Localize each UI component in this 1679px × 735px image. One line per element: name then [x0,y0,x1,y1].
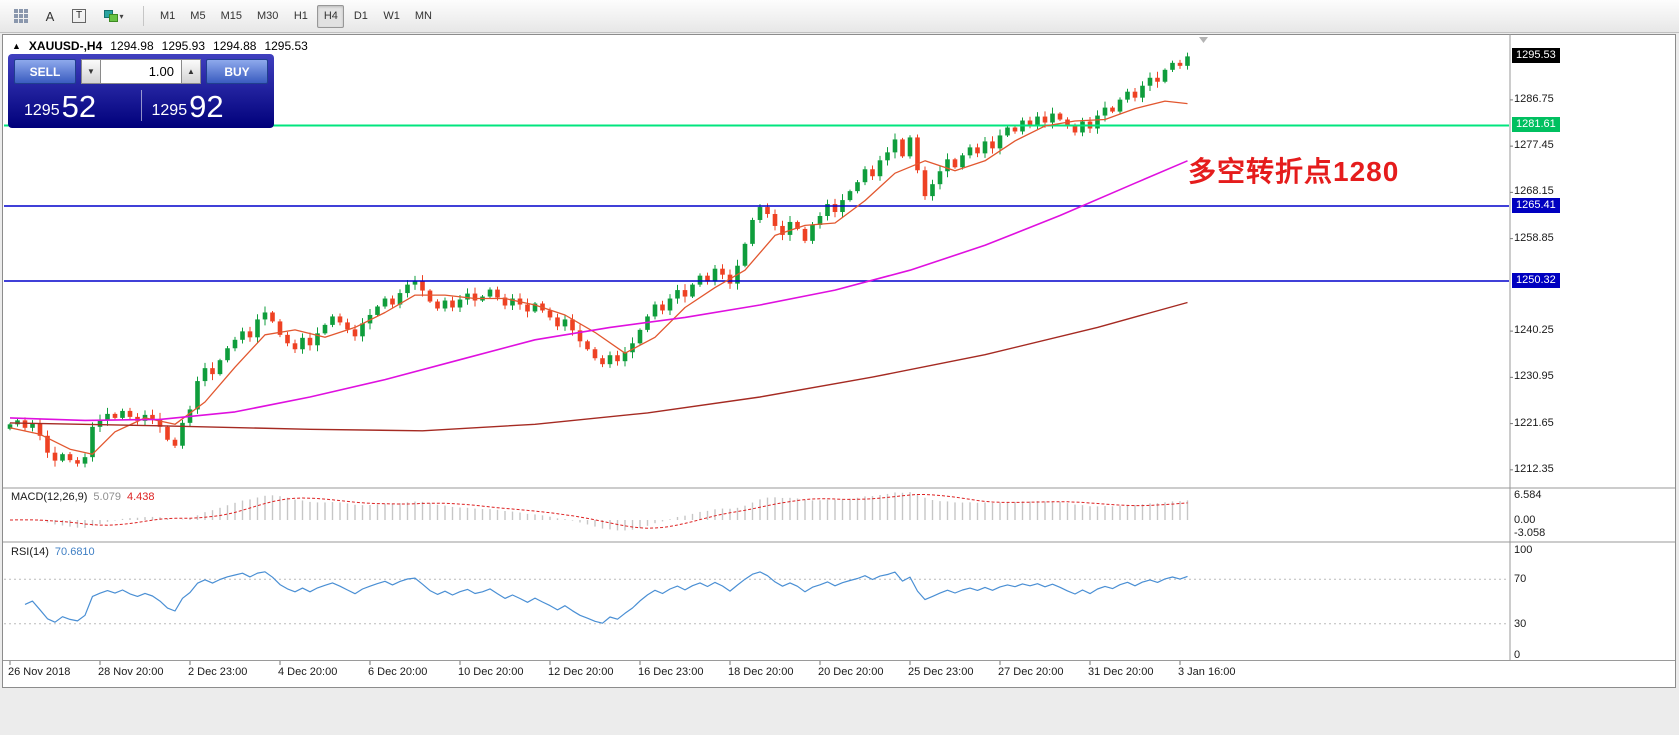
indicators-icon[interactable]: ▾ [95,4,133,28]
price-scale-label: 1277.45 [1514,139,1554,152]
time-axis-label: 2 Dec 23:00 [188,666,248,678]
rsi-levels [4,578,1509,625]
open-value: 1294.98 [110,39,154,53]
symbol-label: XAUUSD-,H4 [28,39,103,53]
macd-label: MACD(12,26,9) 5.079 4.438 [11,491,154,503]
timeframe-mn[interactable]: MN [409,5,438,28]
timeframe-h1[interactable]: H1 [287,5,314,28]
timeframe-h4[interactable]: H4 [317,4,345,28]
macd-scale-label: 0.00 [1514,514,1536,526]
sell-price-small: 1295 [24,102,60,119]
buy-button[interactable]: BUY [206,59,268,84]
high-value: 1295.93 [161,39,206,53]
timeframe-w1[interactable]: W1 [377,5,406,28]
rsi-scale-label: 70 [1514,573,1527,586]
buy-price-small: 1295 [151,102,188,119]
arrow-tool-label: A [45,8,55,24]
time-axis-label: 12 Dec 20:00 [548,666,614,678]
sell-price-big: 52 [61,89,97,125]
timeframe-d1[interactable]: D1 [347,5,374,28]
toolbar-separator [143,6,144,26]
close-value: 1295.53 [264,39,308,53]
ma-mid-line [9,160,1188,422]
macd-histogram [16,492,1189,531]
time-ticks [9,661,1181,665]
trade-controls-row: SELL ▼ 1.00 ▲ BUY [14,59,268,84]
ma-fast-line [9,100,1188,455]
time-axis-label: 3 Jan 16:00 [1178,666,1236,678]
arrow-tool-icon[interactable]: A [37,4,63,28]
volume-up-button[interactable]: ▲ [181,59,201,84]
timeframe-m15[interactable]: M15 [215,5,248,28]
macd-scale-label: -3.058 [1514,527,1546,540]
candles-layer [7,52,1190,468]
time-axis-label: 20 Dec 20:00 [818,666,884,678]
sell-price[interactable]: 1295 52 [14,88,141,123]
tick-grid-icon[interactable] [8,4,34,28]
time-axis-label: 28 Nov 20:00 [98,666,164,678]
low-value: 1294.88 [213,39,257,53]
price-scale-label: 1230.95 [1514,370,1554,383]
rsi-scale-label: 30 [1514,617,1527,630]
scale-ticks [1510,99,1513,471]
price-badge: 1250.32 [1512,273,1560,289]
macd-scale-label: 6.584 [1514,489,1542,501]
price-scale-label: 1286.75 [1514,92,1554,105]
buy-price-big: 92 [189,89,224,125]
price-scale-label: 1258.85 [1514,231,1554,244]
sell-button[interactable]: SELL [14,59,76,84]
macd-main-value: 5.079 [93,491,121,503]
one-click-trade-panel: SELL ▼ 1.00 ▲ BUY 1295 52 1295 92 [8,54,274,128]
price-badge: 1265.41 [1512,198,1560,213]
price-divider [140,90,142,121]
chart-header-arrow-icon: ▲ [12,41,21,51]
text-tool-label: T [71,9,87,23]
timeframe-m5[interactable]: M5 [184,5,211,28]
time-axis-label: 6 Dec 20:00 [368,666,428,678]
macd-signal-value: 4.438 [126,491,155,503]
time-axis-label: 16 Dec 23:00 [638,666,704,678]
time-axis-label: 4 Dec 20:00 [278,666,338,678]
text-tool-icon[interactable]: T [66,4,92,28]
rsi-name: RSI(14) [11,546,49,558]
trade-prices-row: 1295 52 1295 92 [14,88,268,123]
rsi-label: RSI(14) 70.6810 [11,546,95,558]
macd-name: MACD(12,26,9) [11,491,88,503]
timeframe-m1[interactable]: M1 [154,5,181,28]
rsi-scale-label: 0 [1514,649,1521,661]
pane-separators [3,34,1675,661]
time-axis-label: 18 Dec 20:00 [728,666,794,678]
price-scale-label: 1268.15 [1514,185,1554,198]
price-badge: 1281.61 [1512,117,1560,133]
main-toolbar: A T ▾ M1 M5 M15 M30 H1 H4 D1 W1 MN [0,0,1679,33]
time-axis-label: 26 Nov 2018 [8,666,71,678]
macd-signal-line [9,494,1188,529]
price-badge: 1295.53 [1512,48,1560,64]
rsi-line [24,571,1188,624]
chart-annotation-text: 多空转折点1280 [1188,156,1400,187]
dropdown-caret-icon: ▾ [119,11,124,21]
timeframe-m30[interactable]: M30 [251,5,284,28]
volume-down-button[interactable]: ▼ [81,59,101,84]
volume-input[interactable]: 1.00 [101,59,181,84]
time-axis-label: 31 Dec 20:00 [1088,666,1154,678]
chart-shift-marker [1199,37,1208,43]
grid-glyph-icon [14,9,28,23]
price-scale-label: 1221.65 [1514,416,1554,429]
palette-icon [104,10,119,22]
chart-header: ▲ XAUUSD-,H4 1294.98 1295.93 1294.88 129… [12,39,308,53]
buy-price[interactable]: 1295 92 [142,88,269,123]
ma-slow-line [9,301,1188,432]
time-axis-label: 25 Dec 23:00 [908,666,974,678]
time-axis-label: 27 Dec 20:00 [998,666,1064,678]
price-scale-label: 1240.25 [1514,324,1554,337]
time-axis-label: 10 Dec 20:00 [458,666,524,678]
price-scale-label: 1212.35 [1514,462,1554,475]
rsi-value: 70.6810 [54,546,95,558]
rsi-scale-label: 100 [1514,544,1533,556]
